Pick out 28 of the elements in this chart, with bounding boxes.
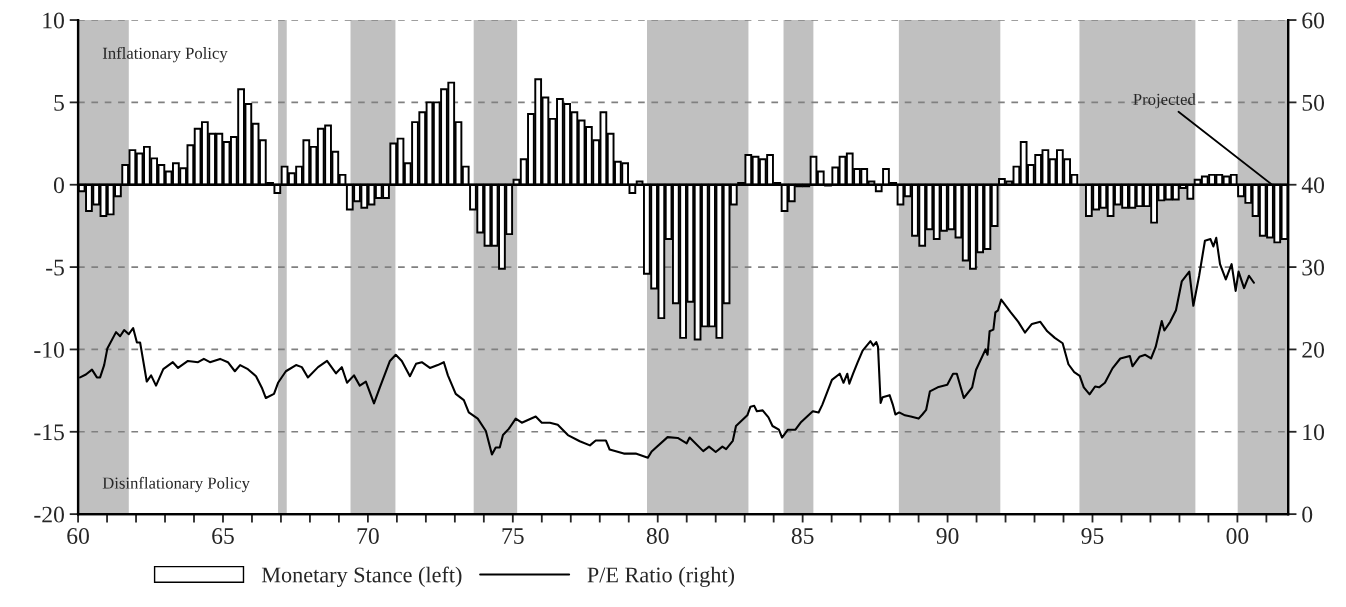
y-tick-label: -10: [34, 341, 64, 358]
y-tick-label: -15: [34, 424, 64, 441]
annotation: Inflationary Policy: [102, 46, 228, 63]
y2-tick-label: 40: [1301, 177, 1325, 194]
x-tick-label: 65: [212, 528, 234, 544]
y-tick-label: 10: [43, 12, 64, 29]
y-tick-label: 5: [54, 95, 64, 111]
x-tick-label: 95: [1081, 528, 1104, 544]
x-tick-label: 85: [791, 528, 814, 544]
legend-label: P/E Ratio (right): [587, 566, 735, 587]
y2-tick-label: 50: [1302, 94, 1325, 111]
annotation: Projected: [1133, 93, 1196, 109]
x-tick-label: 80: [646, 528, 669, 544]
legend-label: Monetary Stance (left): [261, 566, 462, 587]
y-tick-label: 0: [53, 177, 64, 194]
y2-tick-label: 0: [1302, 506, 1313, 523]
y-tick-label: -20: [34, 506, 64, 523]
y2-tick-label: 20: [1302, 341, 1325, 358]
annotation: Disinflationary Policy: [102, 476, 250, 493]
x-tick-label: 90: [936, 528, 959, 544]
x-tick-label: 00: [1226, 528, 1249, 544]
y2-tick-label: 30: [1302, 259, 1325, 276]
x-tick-label: 60: [67, 528, 89, 544]
x-tick-label: 70: [357, 528, 379, 544]
x-tick-label: 75: [502, 528, 524, 544]
y2-tick-label: 60: [1302, 12, 1325, 29]
y2-tick-label: 10: [1303, 424, 1325, 441]
y-tick-label: -5: [46, 259, 64, 276]
